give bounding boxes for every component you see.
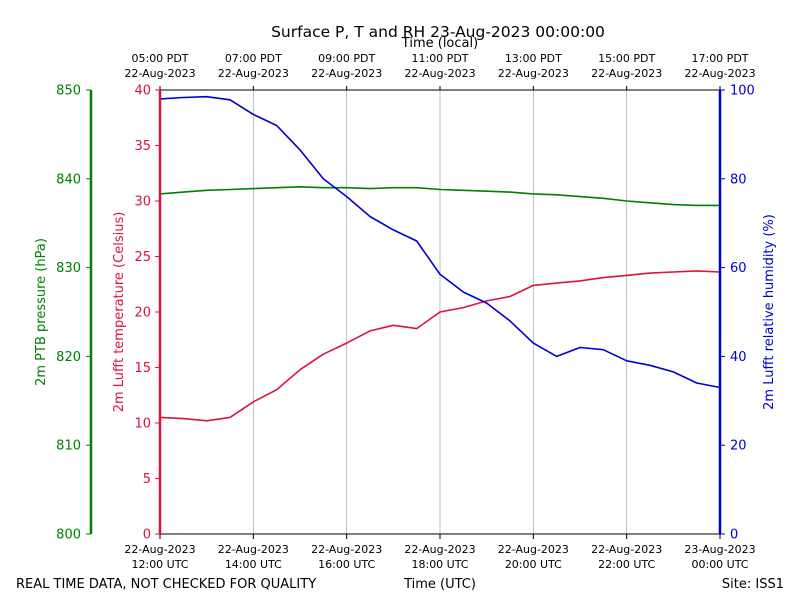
top-tick-label-time: 11:00 PDT	[411, 52, 468, 65]
top-tick-label-time: 15:00 PDT	[598, 52, 655, 65]
temperature-tick-label: 40	[134, 84, 151, 99]
top-tick-label-date: 22-Aug-2023	[591, 67, 662, 80]
axis-ticks: 22-Aug-2023 12:00 UTC 22-Aug-2023 14:00 UTC…	[56, 52, 755, 571]
plot-frame	[89, 89, 722, 535]
humidity-axis-label: 2m Lufft relative humidity (%)	[762, 214, 777, 410]
x-axis-label: Time (UTC)	[403, 577, 476, 592]
x-tick-label-date: 22-Aug-2023	[591, 543, 662, 556]
temperature-axis-label: 2m Lufft temperature (Celsius)	[112, 212, 127, 413]
pressure-tick-label: 850	[56, 84, 81, 99]
top-tick-label-date: 22-Aug-2023	[124, 67, 195, 80]
temperature-tick-label: 30	[134, 195, 151, 210]
pressure-tick-label: 830	[56, 261, 81, 276]
top-tick-label-time: 09:00 PDT	[318, 52, 375, 65]
humidity-tick-label: 80	[730, 172, 747, 187]
top-tick-label-date: 22-Aug-2023	[498, 67, 569, 80]
series-lines	[159, 95, 721, 422]
x-tick-label-time: 22:00 UTC	[598, 558, 655, 571]
temperature-series-line	[159, 270, 721, 422]
x-tick-label-time: 00:00 UTC	[691, 558, 748, 571]
pressure-tick-label: 800	[56, 528, 81, 543]
x-tick-label-date: 22-Aug-2023	[124, 543, 195, 556]
chart-title: Surface P, T and RH 23-Aug-2023 00:00:00	[271, 23, 605, 41]
x-tick-label-date: 22-Aug-2023	[311, 543, 382, 556]
temperature-tick-label: 35	[134, 139, 151, 154]
pressure-axis-label: 2m PTB pressure (hPa)	[34, 238, 49, 386]
top-tick-label-time: 13:00 PDT	[505, 52, 562, 65]
humidity-tick-label: 60	[730, 261, 747, 276]
humidity-tick-label: 40	[730, 350, 747, 365]
top-tick-label-time: 07:00 PDT	[225, 52, 282, 65]
top-tick-label-date: 22-Aug-2023	[404, 67, 475, 80]
x-tick-label-time: 20:00 UTC	[505, 558, 562, 571]
temperature-tick-label: 15	[134, 361, 151, 376]
pressure-tick-label: 840	[56, 172, 81, 187]
pressure-series-line	[159, 186, 720, 207]
pressure-tick-label: 820	[56, 350, 81, 365]
x-tick-label-time: 18:00 UTC	[411, 558, 468, 571]
humidity-tick-label: 20	[730, 439, 747, 454]
x-tick-label-date: 23-Aug-2023	[684, 543, 755, 556]
x-tick-label-time: 16:00 UTC	[318, 558, 375, 571]
x-tick-label-time: 14:00 UTC	[225, 558, 282, 571]
humidity-tick-label: 0	[730, 528, 738, 543]
humidity-tick-label: 100	[730, 84, 755, 99]
top-axis-label: Time (local)	[401, 36, 478, 51]
footer-left-note: REAL TIME DATA, NOT CHECKED FOR QUALITY	[16, 577, 316, 592]
x-tick-label-date: 22-Aug-2023	[218, 543, 289, 556]
humidity-series-line	[159, 95, 721, 389]
top-tick-label-date: 22-Aug-2023	[684, 67, 755, 80]
temperature-tick-label: 0	[143, 528, 151, 543]
top-tick-label-time: 17:00 PDT	[691, 52, 748, 65]
temperature-tick-label: 5	[143, 472, 151, 487]
top-tick-label-date: 22-Aug-2023	[311, 67, 382, 80]
x-tick-label-time: 12:00 UTC	[131, 558, 188, 571]
top-tick-label-date: 22-Aug-2023	[218, 67, 289, 80]
footer-site-label: Site: ISS1	[722, 577, 784, 592]
top-tick-label-time: 05:00 PDT	[131, 52, 188, 65]
x-tick-label-date: 22-Aug-2023	[498, 543, 569, 556]
pressure-tick-label: 810	[56, 439, 81, 454]
temperature-tick-label: 25	[134, 250, 151, 265]
temperature-tick-label: 10	[134, 417, 151, 432]
x-tick-label-date: 22-Aug-2023	[404, 543, 475, 556]
temperature-tick-label: 20	[134, 306, 151, 321]
